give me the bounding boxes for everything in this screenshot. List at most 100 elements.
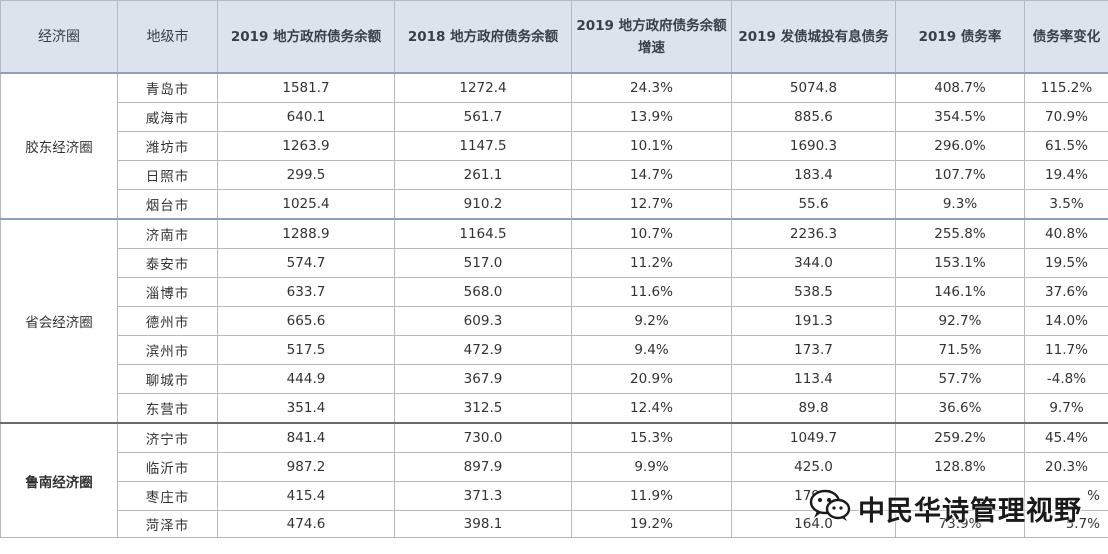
debt-ratio-cell: 71.5% [895,335,1025,365]
growth-cell: 24.3% [571,72,732,103]
table-row: 鲁南经济圈 济宁市 841.4 730.0 15.3% 1049.7 259.2… [0,422,1108,538]
lgfv-debt-cell: 191.3 [731,306,896,336]
debt-2019-cell: 633.7 [217,277,395,307]
debt-ratio-cell: 354.5% [895,102,1025,132]
debt-ratio-cell: 146.1% [895,277,1025,307]
debt-ratio-cell: 73.9% [895,510,1025,538]
lgfv-debt-cell: 173.7 [731,335,896,365]
region-name-cell: 胶东经济圈 [0,72,118,220]
table-row: 威海市 640.1 561.7 13.9% 885.6 354.5% 70.9% [1,102,1108,132]
ratio-change-cell: 115.2% [1024,72,1108,103]
city-cell: 德州市 [117,306,218,336]
debt-table: 经济圈 地级市 2019 地方政府债务余额 2018 地方政府债务余额 2019… [0,0,1108,538]
ratio-change-cell: 40.8% [1024,218,1108,249]
table-row: 日照市 299.5 261.1 14.7% 183.4 107.7% 19.4% [1,160,1108,190]
region-group-capital: 省会经济圈 济南市 1288.9 1164.5 10.7% 2236.3 255… [0,218,1108,424]
growth-cell: 12.4% [571,393,732,424]
header-lgfv-debt: 2019 发债城投有息债务 [731,0,896,74]
debt-2018-cell: 897.9 [394,452,572,482]
table-row: 胶东经济圈 青岛市 1581.7 1272.4 24.3% 5074.8 408… [0,72,1108,220]
lgfv-debt-cell: 164.0 [731,510,896,538]
growth-cell: 10.1% [571,131,732,161]
city-cell: 泰安市 [117,248,218,278]
debt-2019-cell: 517.5 [217,335,395,365]
city-cell: 潍坊市 [117,131,218,161]
ratio-change-cell: % [1024,481,1108,511]
ratio-change-cell: -4.8% [1024,364,1108,394]
debt-2018-cell: 261.1 [394,160,572,190]
growth-cell: 11.6% [571,277,732,307]
ratio-change-cell: 11.7% [1024,335,1108,365]
header-debt-ratio: 2019 债务率 [895,0,1025,74]
ratio-change-cell: 19.5% [1024,248,1108,278]
debt-2018-cell: 312.5 [394,393,572,424]
debt-2019-cell: 1263.9 [217,131,395,161]
lgfv-debt-cell: 5074.8 [731,72,896,103]
debt-ratio-cell: 408.7% [895,72,1025,103]
ratio-change-cell: 9.7% [1024,393,1108,424]
debt-2018-cell: 609.3 [394,306,572,336]
growth-cell: 11.2% [571,248,732,278]
debt-2018-cell: 517.0 [394,248,572,278]
debt-2019-cell: 987.2 [217,452,395,482]
city-cell: 济南市 [117,218,218,249]
growth-cell: 20.9% [571,364,732,394]
growth-cell: 9.2% [571,306,732,336]
debt-2019-cell: 474.6 [217,510,395,538]
ratio-change-cell: 61.5% [1024,131,1108,161]
debt-2019-cell: 444.9 [217,364,395,394]
debt-ratio-cell: 296.0% [895,131,1025,161]
debt-ratio-cell: 9.3% [895,189,1025,220]
header-economic-circle: 经济圈 [0,0,118,74]
growth-cell: 10.7% [571,218,732,249]
table-row: 临沂市 987.2 897.9 9.9% 425.0 128.8% 20.3% [1,452,1108,482]
region-group-lunan: 鲁南经济圈 济宁市 841.4 730.0 15.3% 1049.7 259.2… [0,422,1108,538]
lgfv-debt-cell: 55.6 [731,189,896,220]
ratio-change-cell: 70.9% [1024,102,1108,132]
debt-2018-cell: 1272.4 [394,72,572,103]
debt-ratio-cell: 92.7% [895,306,1025,336]
debt-2019-cell: 574.7 [217,248,395,278]
city-cell: 东营市 [117,393,218,424]
debt-2019-cell: 415.4 [217,481,395,511]
lgfv-debt-cell: 179.8 [731,481,896,511]
table-row: 淄博市 633.7 568.0 11.6% 538.5 146.1% 37.6% [1,277,1108,307]
city-cell: 青岛市 [117,72,218,103]
debt-2019-cell: 1025.4 [217,189,395,220]
table-row: 枣庄市 415.4 371.3 11.9% 179.8 % [1,481,1108,511]
header-row: 经济圈 地级市 2019 地方政府债务余额 2018 地方政府债务余额 2019… [0,0,1108,74]
debt-2019-cell: 299.5 [217,160,395,190]
city-cell: 枣庄市 [117,481,218,511]
debt-2018-cell: 568.0 [394,277,572,307]
city-cell: 济宁市 [117,422,218,453]
lgfv-debt-cell: 344.0 [731,248,896,278]
lgfv-debt-cell: 425.0 [731,452,896,482]
ratio-change-cell: 20.3% [1024,452,1108,482]
city-cell: 日照市 [117,160,218,190]
city-cell: 滨州市 [117,335,218,365]
table-row: 泰安市 574.7 517.0 11.2% 344.0 153.1% 19.5% [1,248,1108,278]
debt-ratio-cell: 259.2% [895,422,1025,453]
growth-cell: 13.9% [571,102,732,132]
debt-2019-cell: 1288.9 [217,218,395,249]
ratio-change-cell: 3.5% [1024,189,1108,220]
table-row: 省会经济圈 济南市 1288.9 1164.5 10.7% 2236.3 255… [0,218,1108,424]
ratio-change-cell: 45.4% [1024,422,1108,453]
debt-2018-cell: 561.7 [394,102,572,132]
region-name-cell: 省会经济圈 [0,218,118,424]
debt-2018-cell: 472.9 [394,335,572,365]
debt-2019-cell: 640.1 [217,102,395,132]
debt-2019-cell: 841.4 [217,422,395,453]
debt-2019-cell: 351.4 [217,393,395,424]
city-cell: 淄博市 [117,277,218,307]
header-debt-2018: 2018 地方政府债务余额 [394,0,572,74]
growth-cell: 11.9% [571,481,732,511]
debt-2019-cell: 1581.7 [217,72,395,103]
table-row: 滨州市 517.5 472.9 9.4% 173.7 71.5% 11.7% [1,335,1108,365]
city-cell: 烟台市 [117,189,218,220]
lgfv-debt-cell: 885.6 [731,102,896,132]
debt-ratio-cell: 153.1% [895,248,1025,278]
debt-2018-cell: 1147.5 [394,131,572,161]
lgfv-debt-cell: 183.4 [731,160,896,190]
debt-2018-cell: 398.1 [394,510,572,538]
